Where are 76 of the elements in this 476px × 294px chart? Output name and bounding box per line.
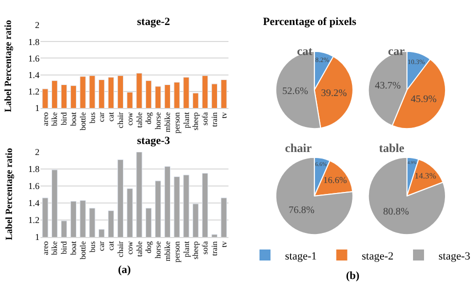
x-tick-label: bike <box>50 240 60 255</box>
data-label: 39.2% <box>320 88 347 99</box>
chart-title: car <box>388 44 406 58</box>
data-label: 76.8% <box>288 204 314 216</box>
y-axis-title: Label Percentage ratio <box>4 20 14 112</box>
x-tick-label: cow <box>125 240 134 255</box>
y-tick-label: 2 <box>35 20 40 30</box>
x-tick-label: boat <box>69 240 78 255</box>
x-tick-label: bus <box>88 112 97 124</box>
y-tick-label: 1 <box>35 103 40 114</box>
y-tick-label: 1 <box>35 232 40 242</box>
x-tick-label: chair <box>116 112 126 128</box>
x-tick-label: sheep <box>191 112 200 130</box>
x-tick-label: horse <box>154 240 163 259</box>
x-tick-label: areo <box>40 112 50 126</box>
chart-title: stage-2 <box>137 16 170 28</box>
x-tick-label: cow <box>125 112 134 126</box>
chart-title: stage-3 <box>137 135 170 147</box>
y-tick-label: 2 <box>35 147 40 158</box>
data-label: 80.8% <box>383 206 409 218</box>
data-label: 14.3% <box>414 172 436 181</box>
x-tick-label: bike <box>50 112 60 126</box>
pie-slice <box>368 156 446 236</box>
pie-slice <box>275 156 354 236</box>
x-tick-label: bottle <box>78 112 88 130</box>
chart-title: chair <box>285 141 312 155</box>
x-tick-label: sofa <box>200 112 210 126</box>
x-tick-label: tv <box>219 112 228 118</box>
x-tick-label: person <box>172 241 182 263</box>
x-tick-label: plant <box>182 240 191 258</box>
x-tick-label: train <box>210 112 220 127</box>
x-tick-label: boat <box>69 111 78 126</box>
legend-label: stage-1 <box>285 250 317 262</box>
x-tick-label: horse <box>154 112 163 130</box>
y-axis-title: Label Percentage ratio <box>5 148 16 240</box>
y-tick-label: 1.4 <box>28 70 40 80</box>
x-tick-label: plant <box>182 111 191 128</box>
x-tick-label: car <box>97 112 106 122</box>
x-tick-label: table <box>134 112 144 128</box>
x-tick-label: car <box>97 240 106 251</box>
x-tick-label: bus <box>88 241 97 252</box>
x-tick-label: table <box>134 240 144 257</box>
x-tick-label: cat <box>106 111 116 122</box>
x-tick-label: train <box>210 241 220 256</box>
x-tick-label: mbike <box>163 240 172 262</box>
y-tick-label: 1.2 <box>28 86 40 97</box>
x-tick-label: chair <box>116 240 126 258</box>
x-tick-label: sofa <box>200 240 210 255</box>
y-tick-label: 1.6 <box>28 181 40 192</box>
data-label: 43.7% <box>374 80 401 92</box>
x-tick-label: cat <box>106 240 116 251</box>
x-tick-label: bottle <box>78 240 88 260</box>
chart-title: cat <box>297 44 312 58</box>
x-tick-label: dog <box>144 241 154 254</box>
x-tick-label: dog <box>144 112 154 124</box>
y-tick-label: 1.6 <box>28 53 40 64</box>
text: (b) <box>346 270 360 282</box>
legend-label: stage-2 <box>362 250 394 262</box>
legend-label: stage-3 <box>438 250 471 262</box>
chart-title: table <box>379 141 406 155</box>
text: (a) <box>118 264 132 276</box>
x-tick-label: areo <box>40 241 50 255</box>
y-tick-label: 1.4 <box>28 198 40 208</box>
x-tick-label: tv <box>219 241 228 248</box>
x-tick-label: bird <box>60 241 69 254</box>
data-label: 52.6% <box>282 86 308 98</box>
y-tick-label: 1.8 <box>28 36 40 47</box>
x-tick-label: person <box>172 112 182 134</box>
x-tick-label: sheep <box>191 241 200 260</box>
x-tick-label: bird <box>60 112 69 126</box>
y-tick-label: 1.2 <box>28 215 40 226</box>
x-tick-label: mbike <box>163 112 172 132</box>
data-label: 16.6% <box>323 175 348 186</box>
y-tick-label: 1.8 <box>28 164 40 174</box>
text: Percentage of pixels <box>263 16 357 28</box>
data-label: 45.9% <box>410 94 437 106</box>
